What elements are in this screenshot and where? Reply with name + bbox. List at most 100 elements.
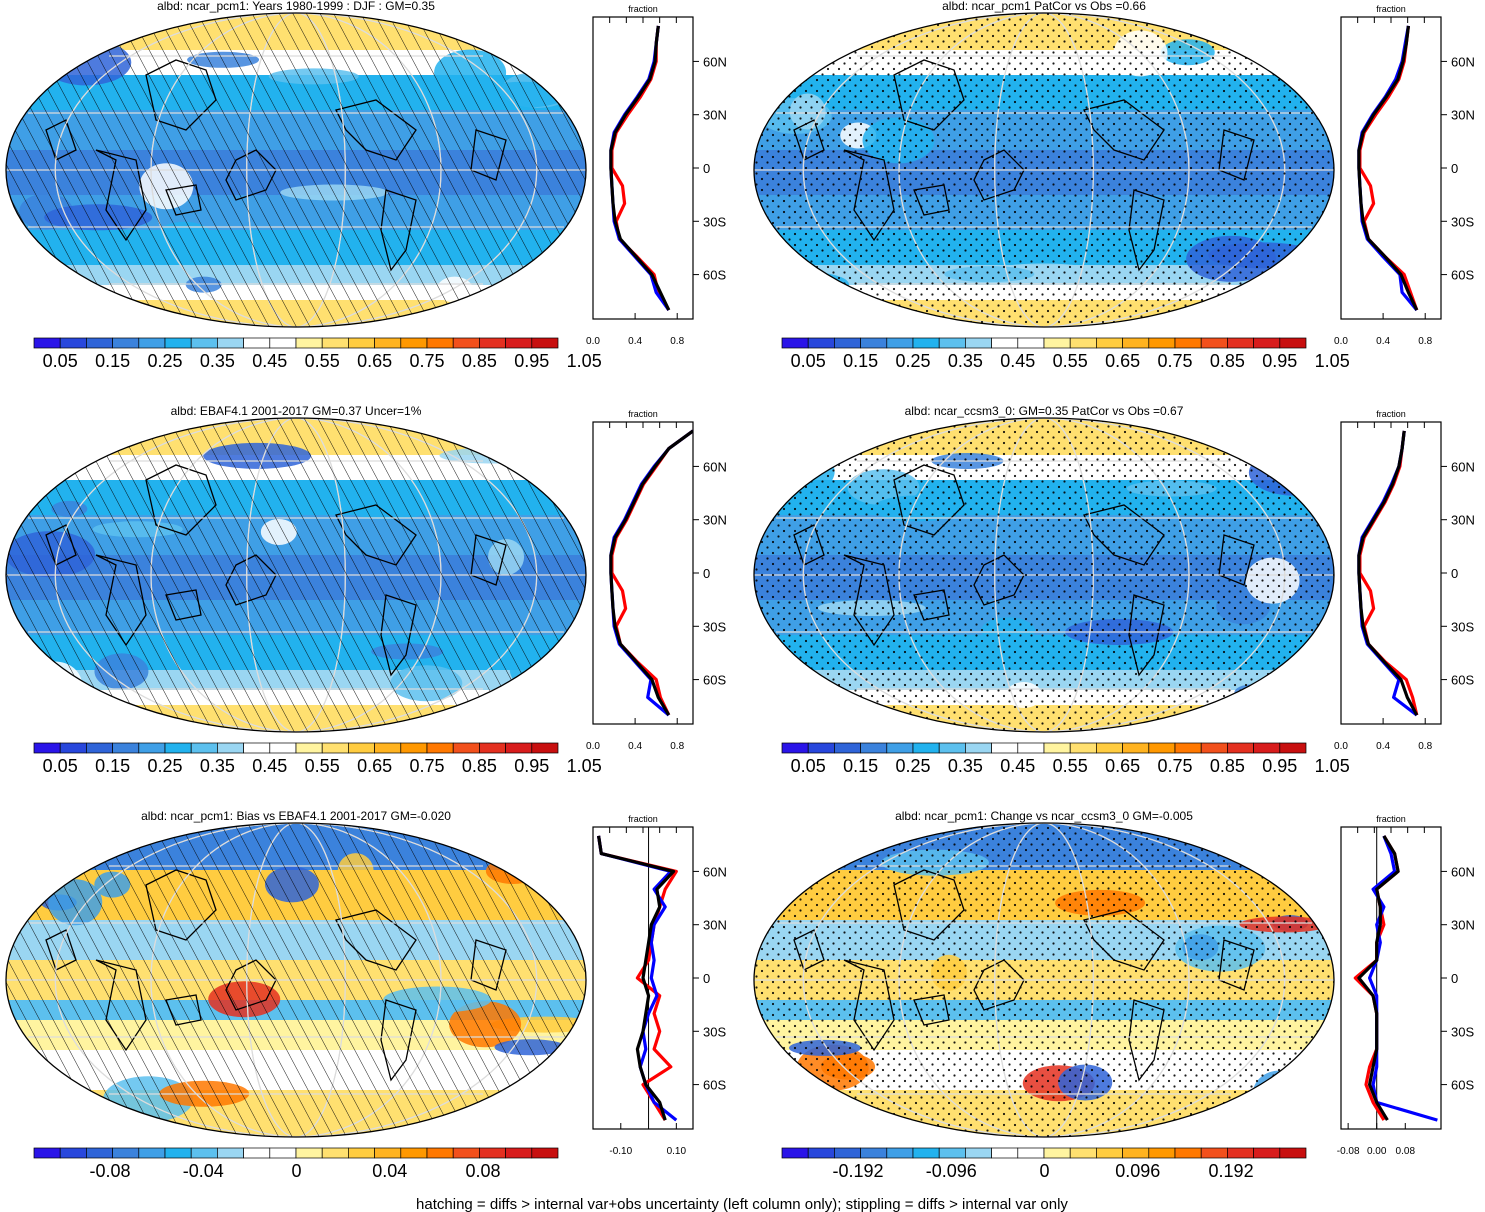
colorbar-label: 0.15: [95, 756, 130, 776]
hatching-overlay: [6, 13, 586, 327]
colorbar-swatch: [33, 337, 61, 349]
map-field: [754, 418, 1334, 732]
map-title: albd: ncar_ccsm3_0: GM=0.35 PatCor vs Ob…: [905, 404, 1184, 418]
colorbar-swatch: [452, 337, 480, 349]
colorbar-label: -0.04: [183, 1161, 224, 1181]
colorbar-swatch: [1017, 1147, 1045, 1159]
lat-tick-label: 30N: [1451, 513, 1475, 528]
colorbar-swatch: [295, 337, 323, 349]
colorbar-swatch: [112, 1147, 140, 1159]
colorbar-swatch: [807, 337, 835, 349]
zonal-mean-panel: fraction 60N 30N 0 30S 60S 0.0 0.4 0.8: [1334, 4, 1475, 347]
colorbar-swatch: [1043, 742, 1071, 754]
colorbar-swatch: [400, 742, 428, 754]
colorbar-swatch: [807, 742, 835, 754]
map-title: albd: ncar_pcm1: Years 1980-1999 : DJF :…: [157, 0, 435, 13]
lat-tick-label: 60N: [1451, 864, 1475, 879]
colorbar-swatch: [190, 1147, 218, 1159]
colorbar-label: 0.85: [462, 756, 497, 776]
colorbar-swatch: [269, 742, 297, 754]
zonal-mean-panel: fraction 60N 30N 0 30S 60S 0.0 0.4 0.8: [586, 409, 727, 752]
colorbar-label: 0.192: [1209, 1161, 1254, 1181]
colorbar-swatch: [1043, 337, 1071, 349]
colorbar-swatch: [426, 742, 454, 754]
colorbar-label: 1.05: [1315, 756, 1350, 776]
colorbar-swatch: [834, 1147, 861, 1159]
colorbar-swatch: [138, 1147, 166, 1159]
zonal-series-ref: [609, 429, 693, 716]
colorbar-label: 0.45: [1000, 756, 1035, 776]
zonal-series-model: [597, 835, 678, 1121]
colorbar-swatch: [452, 1147, 480, 1159]
lat-tick-label: 30S: [703, 619, 726, 634]
map-field: [6, 13, 586, 327]
lat-tick-label: 60N: [703, 864, 727, 879]
colorbar-swatch: [938, 742, 966, 754]
colorbar-swatch: [321, 1147, 349, 1159]
colorbar-swatch: [164, 1147, 192, 1159]
colorbar-label: 0.55: [1053, 756, 1088, 776]
colorbar-swatch: [138, 742, 166, 754]
lat-tick-label: 30S: [1451, 619, 1474, 634]
zonal-x-tick-label: 0.4: [1376, 741, 1390, 752]
zonal-mean-panel: fraction 60N 30N 0 30S 60S -0.10 0.10: [592, 814, 727, 1157]
colorbar-swatch: [1069, 1147, 1097, 1159]
map-outline: [5, 12, 587, 328]
lat-tick-label: 30N: [703, 513, 727, 528]
stippling-overlay: [754, 418, 1334, 732]
colorbar-swatch: [1148, 337, 1176, 349]
colorbar-swatch: [59, 742, 87, 754]
zonal-x-tick-label: 0.8: [670, 336, 684, 347]
colorbar-label: 0.05: [791, 756, 826, 776]
lat-tick-label: 0: [1451, 161, 1458, 176]
colorbar-swatch: [531, 1147, 559, 1159]
colorbar-label: 0.35: [948, 351, 983, 371]
colorbar-swatch: [1253, 742, 1281, 754]
zonal-x-tick-label: 0.0: [1334, 741, 1348, 752]
colorbar-label: 0.45: [252, 756, 287, 776]
hatching-overlay: [6, 823, 586, 1137]
panel-3: albd: EBAF4.1 2001-2017 GM=0.37 Uncer=1%…: [5, 404, 727, 776]
colorbar-swatch: [33, 1147, 61, 1159]
colorbar-swatch: [1069, 742, 1097, 754]
colorbar-swatch: [1122, 337, 1150, 349]
colorbar-swatch: [965, 742, 992, 754]
colorbar: -0.192 -0.096 0 0.096 0.192: [781, 1147, 1307, 1181]
colorbar-swatch: [991, 1147, 1019, 1159]
colorbar-label: 0.75: [1157, 756, 1192, 776]
colorbar-swatch: [59, 337, 87, 349]
map-field: [754, 823, 1334, 1137]
zonal-x-tick-label: 0.0: [1334, 336, 1348, 347]
colorbar-swatch: [1227, 742, 1254, 754]
colorbar-swatch: [1069, 337, 1097, 349]
panel-6: albd: ncar_pcm1: Change vs ncar_ccsm3_0 …: [753, 809, 1475, 1181]
colorbar-swatch: [1017, 337, 1045, 349]
colorbar-swatch: [217, 337, 244, 349]
zonal-x-tick-label: 0.0: [586, 336, 600, 347]
stippling-overlay: [754, 823, 1334, 1137]
colorbar-swatch: [321, 742, 349, 754]
colorbar-swatch: [243, 1147, 271, 1159]
zonal-x-tick-label: 0.8: [1418, 336, 1432, 347]
colorbar-swatch: [452, 742, 480, 754]
colorbar-swatch: [33, 742, 61, 754]
lat-tick-label: 30S: [703, 1024, 726, 1039]
zonal-series-obs: [1367, 835, 1438, 1122]
colorbar-label: -0.192: [832, 1161, 883, 1181]
colorbar-label: 0.65: [357, 756, 392, 776]
colorbar-label: 0.75: [409, 756, 444, 776]
colorbar-swatch: [505, 337, 533, 349]
zonal-frame: [1340, 421, 1442, 725]
zonal-x-tick-label: -0.08: [1337, 1146, 1360, 1157]
colorbar-swatch: [1148, 1147, 1176, 1159]
colorbar-swatch: [190, 337, 218, 349]
zonal-series-ref: [1357, 835, 1400, 1121]
map-title: albd: ncar_pcm1: Change vs ncar_ccsm3_0 …: [895, 809, 1193, 823]
colorbar-swatch: [59, 1147, 87, 1159]
colorbar-label: 0.25: [147, 756, 182, 776]
colorbar-swatch: [1200, 337, 1228, 349]
zonal-x-tick-label: 0.8: [670, 741, 684, 752]
zonal-frame: [592, 421, 694, 725]
zonal-frame: [592, 16, 694, 320]
colorbar-swatch: [243, 742, 271, 754]
